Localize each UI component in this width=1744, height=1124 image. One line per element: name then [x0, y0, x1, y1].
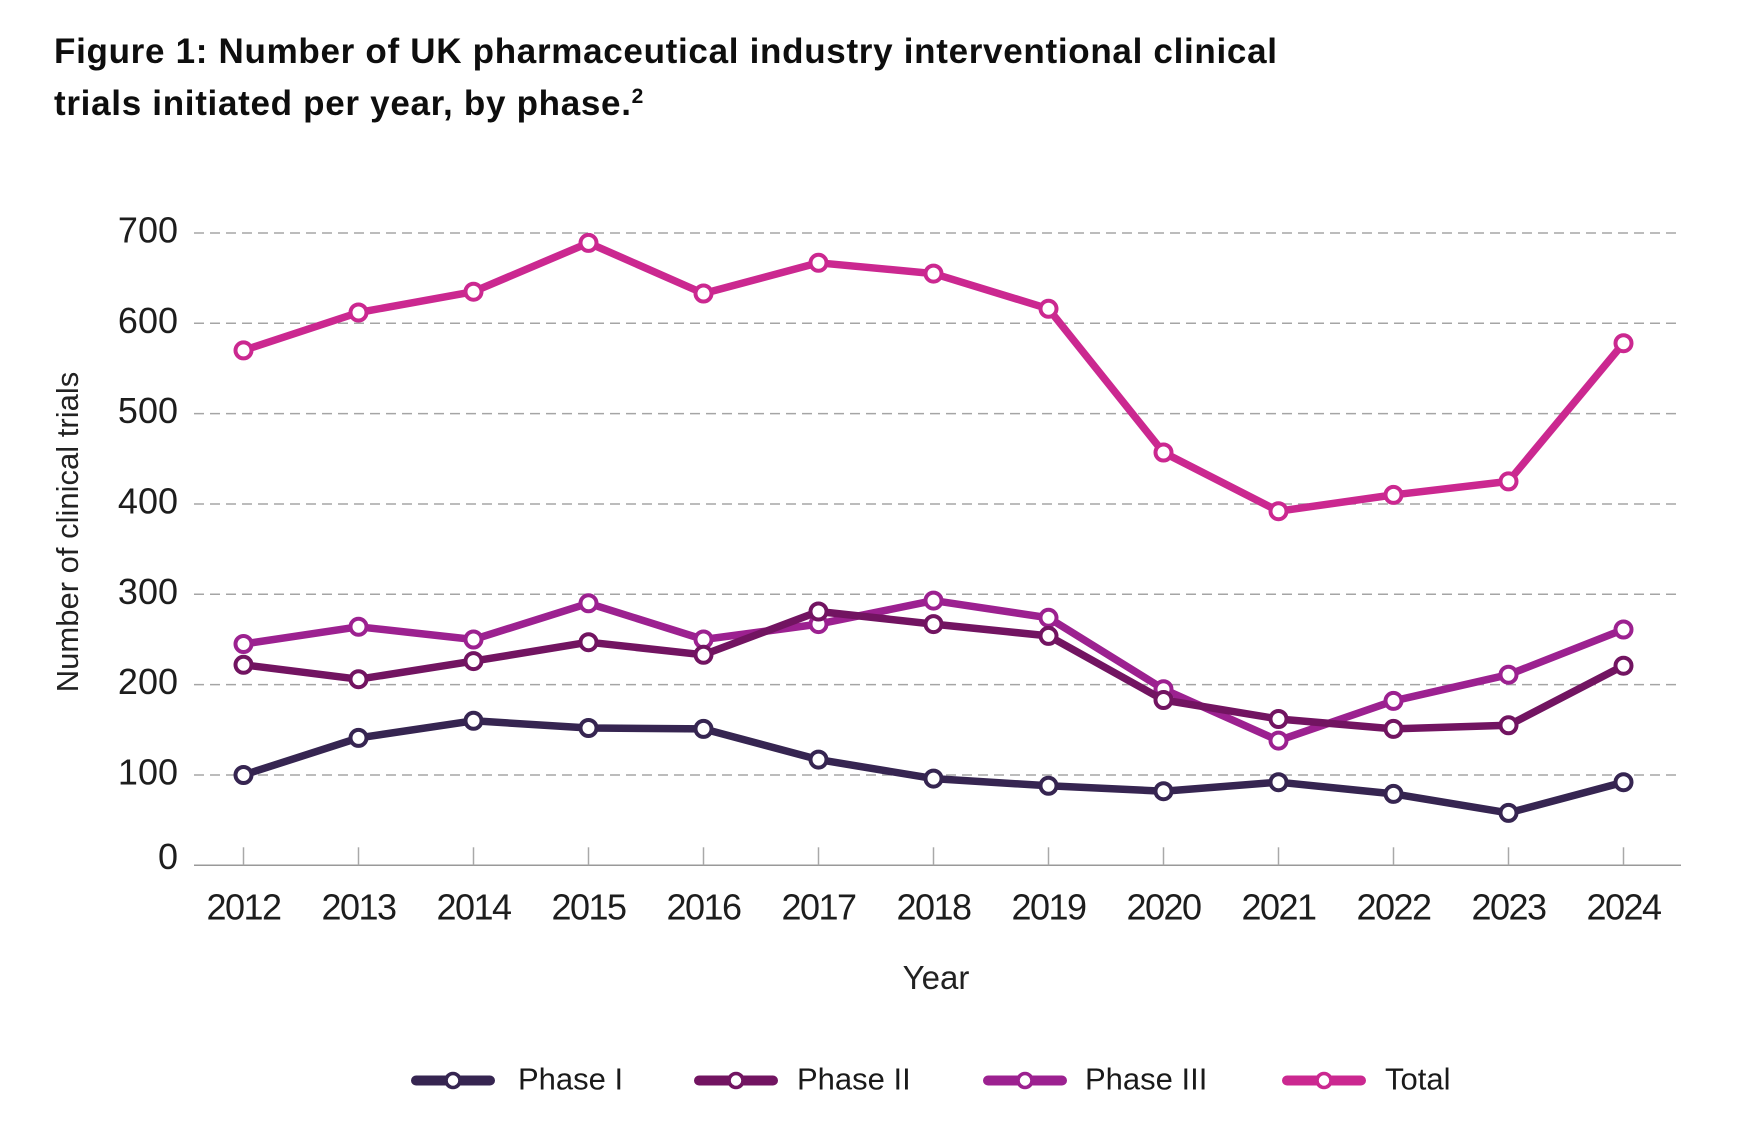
svg-text:500: 500 — [118, 390, 178, 431]
svg-text:0: 0 — [158, 836, 178, 877]
svg-text:2021: 2021 — [1241, 887, 1316, 928]
svg-text:2023: 2023 — [1471, 887, 1546, 928]
svg-text:2017: 2017 — [781, 887, 856, 928]
svg-text:200: 200 — [118, 661, 178, 702]
svg-text:2024: 2024 — [1586, 887, 1661, 928]
svg-text:2016: 2016 — [666, 887, 741, 928]
svg-text:Total: Total — [1385, 1062, 1450, 1097]
svg-text:Phase III: Phase III — [1085, 1062, 1207, 1097]
svg-text:2020: 2020 — [1126, 887, 1201, 928]
svg-text:400: 400 — [118, 481, 178, 522]
svg-text:Year: Year — [903, 959, 970, 996]
svg-text:2019: 2019 — [1011, 887, 1086, 928]
svg-text:300: 300 — [118, 571, 178, 612]
svg-text:Phase I: Phase I — [518, 1062, 623, 1097]
svg-text:100: 100 — [118, 752, 178, 793]
svg-text:2018: 2018 — [896, 887, 971, 928]
svg-text:700: 700 — [118, 210, 178, 251]
svg-text:2015: 2015 — [551, 887, 626, 928]
svg-text:600: 600 — [118, 300, 178, 341]
svg-text:2014: 2014 — [436, 887, 511, 928]
svg-text:2022: 2022 — [1356, 887, 1431, 928]
svg-text:Phase II: Phase II — [797, 1062, 911, 1097]
svg-text:2013: 2013 — [321, 887, 396, 928]
svg-text:Number of clinical trials: Number of clinical trials — [50, 372, 85, 692]
svg-text:2012: 2012 — [206, 887, 281, 928]
